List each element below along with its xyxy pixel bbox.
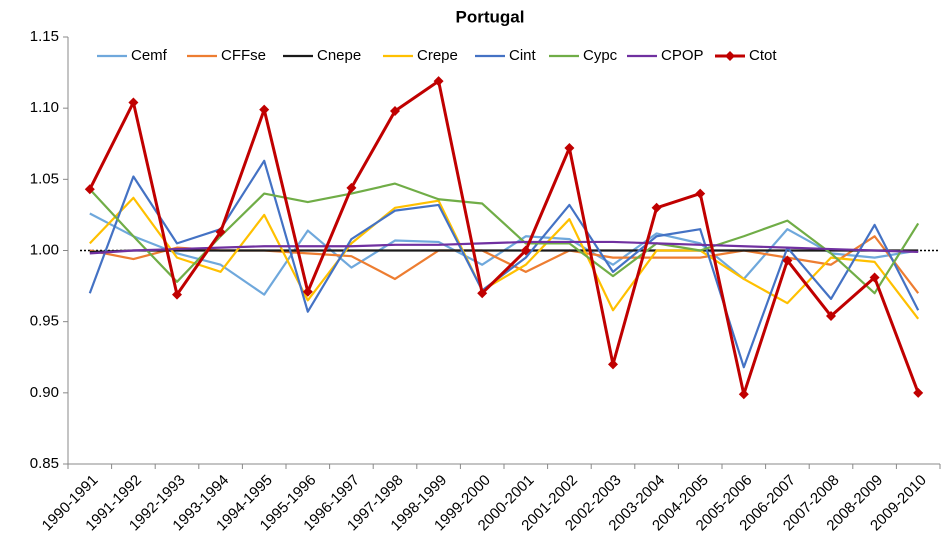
series-line bbox=[89, 196, 920, 320]
legend-item: Ctot bbox=[715, 47, 777, 64]
data-point bbox=[608, 359, 618, 370]
legend-label: CFFse bbox=[221, 47, 266, 64]
y-tick-label: 1.05 bbox=[30, 170, 59, 187]
legend-item: Cnepe bbox=[283, 47, 361, 64]
y-tick-label: 1.15 bbox=[30, 28, 59, 45]
data-point bbox=[651, 202, 662, 213]
legend-item: CFFse bbox=[187, 47, 266, 64]
data-point bbox=[346, 182, 357, 193]
legend-item: Crepe bbox=[383, 47, 458, 64]
y-tick-label: 0.95 bbox=[30, 313, 59, 330]
data-point bbox=[564, 143, 575, 154]
y-tick-label: 1.10 bbox=[30, 99, 59, 116]
series-line bbox=[88, 79, 920, 396]
data-point bbox=[215, 226, 226, 237]
data-point bbox=[913, 387, 924, 398]
legend-label: Cypc bbox=[583, 47, 618, 64]
data-point bbox=[128, 97, 139, 108]
data-point bbox=[826, 310, 836, 321]
legend-label: CPOP bbox=[661, 47, 704, 64]
series-line bbox=[88, 182, 920, 295]
data-point bbox=[172, 289, 182, 300]
y-tick-label: 0.90 bbox=[30, 384, 59, 401]
data-point bbox=[520, 245, 531, 256]
data-point bbox=[84, 184, 95, 195]
legend-item: CPOP bbox=[627, 47, 704, 64]
legend-item: Cemf bbox=[97, 47, 168, 64]
data-point bbox=[738, 389, 749, 400]
data-point bbox=[302, 286, 313, 297]
legend-label: Cint bbox=[509, 47, 537, 64]
legend-label: Crepe bbox=[417, 47, 458, 64]
data-point bbox=[782, 255, 793, 266]
data-point bbox=[695, 188, 706, 199]
series-line bbox=[88, 159, 920, 369]
legend-item: Cint bbox=[475, 47, 537, 64]
legend-label: Cemf bbox=[131, 47, 168, 64]
data-point bbox=[390, 106, 400, 117]
legend-marker bbox=[725, 51, 735, 61]
data-point bbox=[259, 104, 270, 115]
legend-label: Cnepe bbox=[317, 47, 361, 64]
y-tick-label: 0.85 bbox=[30, 455, 59, 472]
series-line bbox=[89, 249, 919, 254]
data-point bbox=[433, 76, 444, 87]
legend-item: Cypc bbox=[549, 47, 618, 64]
legend-label: Ctot bbox=[749, 47, 777, 64]
series-line bbox=[89, 235, 920, 294]
y-tick-label: 1.00 bbox=[30, 241, 59, 258]
data-point bbox=[869, 272, 880, 283]
chart-title: Portugal bbox=[456, 7, 525, 26]
data-point bbox=[477, 288, 488, 299]
series-line bbox=[89, 240, 919, 255]
